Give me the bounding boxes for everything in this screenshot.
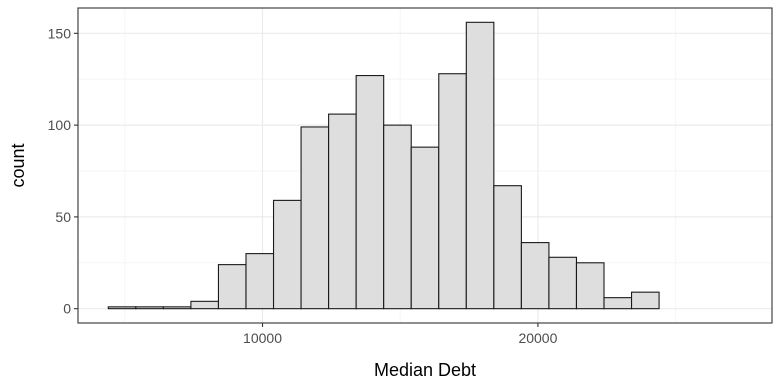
histogram-bar [603, 297, 633, 310]
histogram-bar [383, 124, 412, 310]
histogram-bar [300, 126, 330, 310]
y-tick-label: 50 [55, 209, 71, 225]
y-axis-title: count [8, 143, 28, 187]
histogram-bar [630, 291, 660, 310]
histogram-bar [548, 256, 578, 310]
y-tick-label: 0 [63, 301, 71, 317]
y-tick-label: 150 [48, 25, 72, 41]
histogram-bar [410, 146, 440, 310]
x-tick-label: 10000 [243, 330, 282, 346]
x-tick-label: 20000 [518, 330, 557, 346]
histogram-bar [465, 21, 495, 310]
histogram-bar [272, 199, 302, 310]
histogram-bar [190, 300, 220, 310]
x-axis-title: Median Debt [374, 360, 476, 380]
histogram-bar [520, 242, 550, 310]
axis-ticks: 10000 20000 0 50 100 150 [48, 25, 558, 346]
histogram-bar [438, 73, 467, 310]
histogram-bar [328, 113, 357, 310]
histogram-bar [162, 306, 192, 310]
histogram-bar [135, 306, 164, 310]
histogram-bar [107, 306, 137, 310]
histogram-bar [575, 262, 605, 310]
histogram-bar [493, 185, 522, 310]
histogram-bar [245, 253, 275, 310]
histogram-bar [217, 264, 247, 310]
y-tick-label: 100 [48, 117, 72, 133]
histogram-bar [355, 75, 385, 310]
panel-border [77, 7, 773, 324]
histogram-bars [107, 21, 660, 310]
